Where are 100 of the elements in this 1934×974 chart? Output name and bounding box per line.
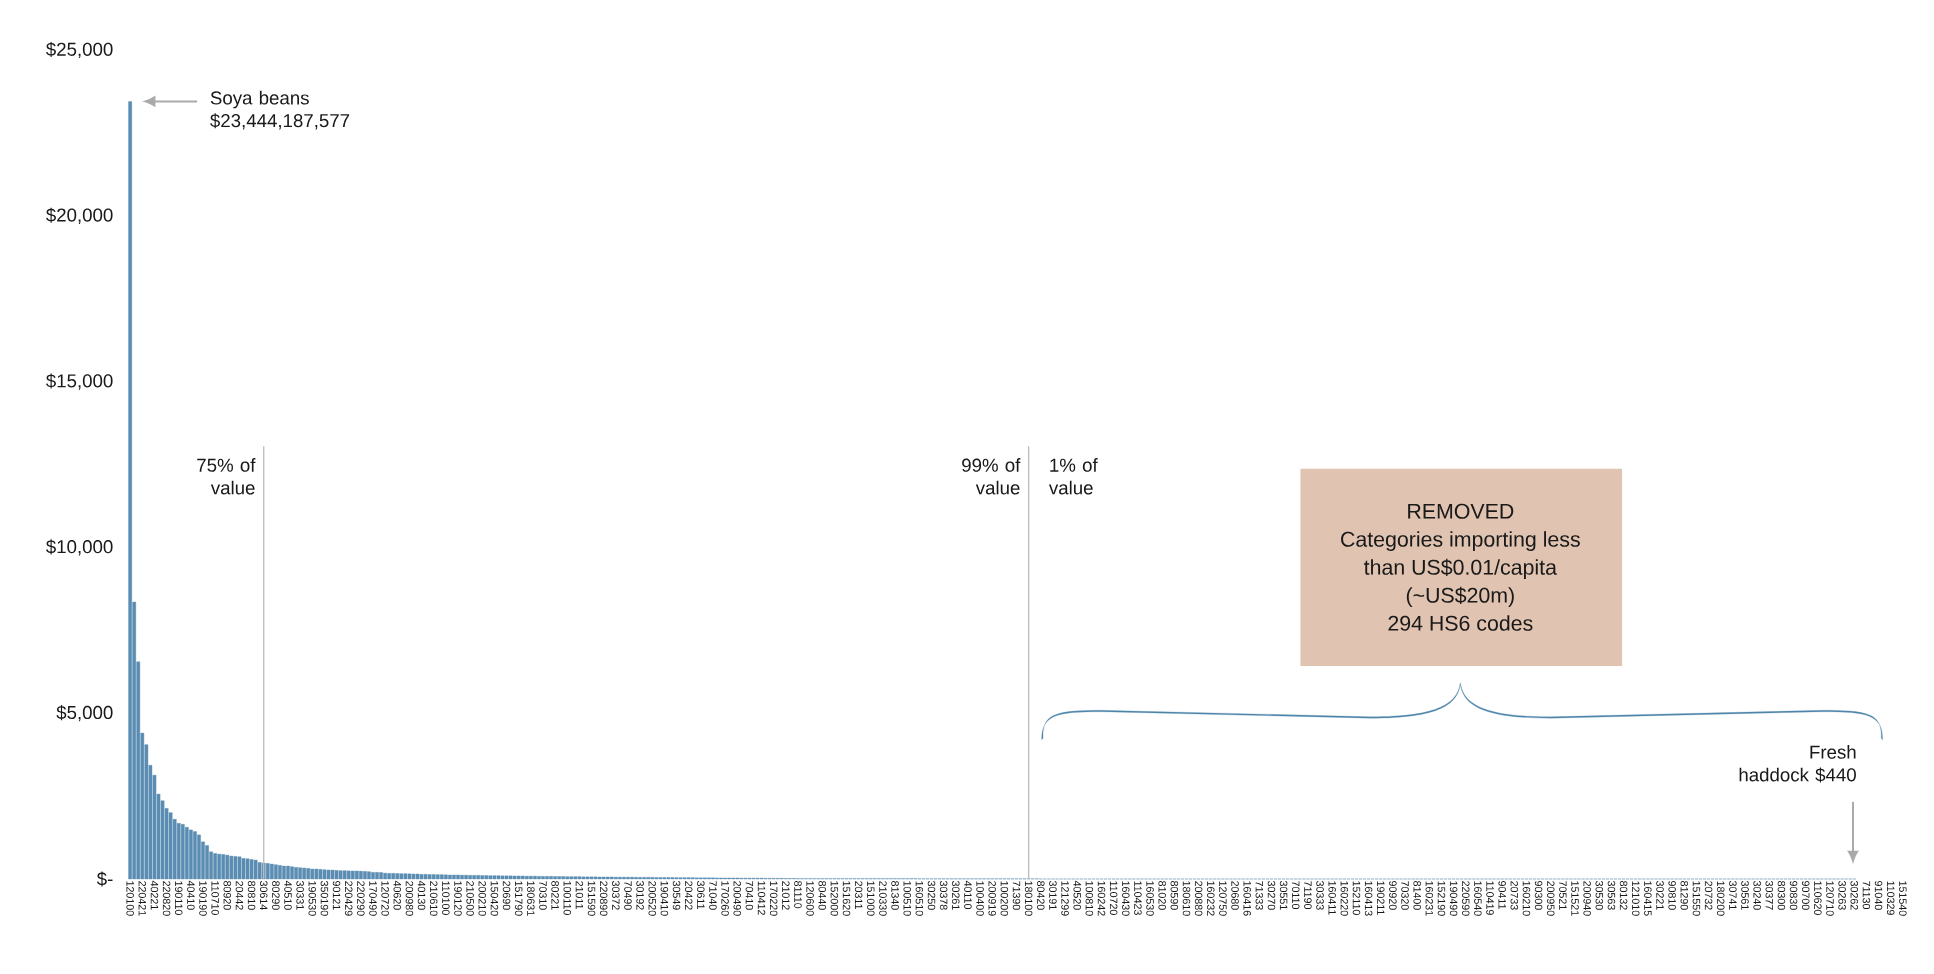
bar <box>537 876 541 880</box>
x-tick-label: 20422 <box>684 881 693 910</box>
bar <box>565 876 570 880</box>
x-tick-label: 110419 <box>1486 881 1494 915</box>
bar <box>504 875 509 880</box>
bar <box>545 876 549 880</box>
bar <box>476 875 481 880</box>
x-tick-label: 90121 <box>332 881 341 910</box>
bar <box>524 875 529 880</box>
y-tick-label: $10,000 <box>46 539 113 556</box>
bar <box>585 876 590 880</box>
x-tick-label: 30563 <box>1607 880 1616 910</box>
x-tick-label: 210330 <box>879 881 887 916</box>
x-tick-label: 30551 <box>1279 880 1288 910</box>
bar <box>577 876 582 880</box>
bar <box>516 875 521 880</box>
ref-line-label: 99% of value <box>962 458 1021 495</box>
x-tick-label: 160430 <box>1122 881 1130 916</box>
bar <box>448 874 452 880</box>
bar <box>294 867 298 880</box>
x-tick-label: 170220 <box>769 881 778 916</box>
bar <box>415 873 420 880</box>
bar <box>439 874 444 880</box>
x-tick-label: 30549 <box>672 880 681 910</box>
bar <box>379 872 383 880</box>
bar <box>403 873 408 880</box>
x-tick-label: 200940 <box>1583 881 1591 916</box>
x-tick-label: 160415 <box>1644 881 1652 916</box>
y-tick-label: $15,000 <box>46 373 113 390</box>
x-tick-label: 151590 <box>587 881 596 916</box>
x-tick-label: 160413 <box>1364 881 1373 916</box>
x-tick-label: 190190 <box>199 881 207 916</box>
bar <box>233 856 238 880</box>
x-tick-label: 81290 <box>1680 881 1689 910</box>
x-tick-label: 151000 <box>867 881 875 916</box>
bar <box>330 869 335 880</box>
bar <box>512 875 517 880</box>
x-tick-label: 220429 <box>344 881 353 916</box>
x-tick-label: 110720 <box>1109 881 1118 915</box>
x-tick-label: 151550 <box>1692 881 1701 916</box>
bar <box>573 876 578 880</box>
x-tick-label: 151620 <box>842 881 851 916</box>
x-tick-label: 21011 <box>575 881 584 909</box>
bar <box>419 874 424 880</box>
x-tick-label: 170260 <box>721 881 729 916</box>
annotation: 1% of value <box>1048 458 1098 495</box>
x-tick-label: 220820 <box>162 881 171 916</box>
x-tick-label: 90920 <box>1389 881 1397 910</box>
x-tick-label: 160416 <box>1243 881 1251 916</box>
annotation: Soya beans $23,444,187,577 <box>210 90 350 130</box>
bar <box>375 872 379 880</box>
x-tick-label: 120750 <box>1219 881 1227 916</box>
bar <box>205 845 209 880</box>
bar <box>257 862 262 880</box>
bar <box>435 874 440 880</box>
y-tick-label: $25,000 <box>46 41 113 59</box>
x-tick-label: 80300 <box>1777 881 1786 910</box>
x-tick-label: 40510 <box>284 880 292 910</box>
x-tick-label: 151540 <box>1899 881 1907 916</box>
x-tick-label: 160242 <box>1097 881 1106 916</box>
bar <box>472 875 476 880</box>
x-tick-label: 90300 <box>1534 881 1543 910</box>
x-tick-label: 20680 <box>1231 881 1239 910</box>
x-tick-label: 190110 <box>174 881 183 915</box>
annotation: 294 HS6 codes <box>1388 615 1533 631</box>
x-tick-label: 100400 <box>976 881 984 916</box>
x-tick-label: 40221 <box>150 880 159 910</box>
x-tick-label: 180100 <box>1024 881 1033 916</box>
bar <box>306 868 311 880</box>
bar <box>391 873 396 880</box>
bar <box>456 874 460 880</box>
x-tick-label: 70320 <box>1401 881 1409 910</box>
x-tick-label: 160232 <box>1206 881 1215 916</box>
x-tick-label: 200490 <box>733 881 742 916</box>
bar <box>229 855 234 880</box>
x-tick-label: 40130 <box>417 880 426 910</box>
bar <box>468 875 472 880</box>
x-tick-label: 80810 <box>247 881 256 910</box>
x-tick-label: 30240 <box>1753 880 1761 910</box>
bar <box>367 871 371 880</box>
bar <box>338 870 343 880</box>
y-tick-label: $5,000 <box>56 705 113 722</box>
bar <box>282 865 286 880</box>
x-tick-label: 20733 <box>1510 881 1519 910</box>
bar <box>334 870 339 880</box>
x-tick-label: 120710 <box>1826 881 1834 916</box>
x-tick-label: 120720 <box>381 881 389 916</box>
annotation: (~US$20m) <box>1406 586 1514 608</box>
x-tick-label: 70110 <box>1291 881 1300 910</box>
bar <box>569 876 574 880</box>
x-tick-label: 70310 <box>539 881 547 910</box>
x-tick-label: 110423 <box>1134 881 1142 915</box>
bar <box>168 812 173 880</box>
x-tick-label: 30530 <box>1595 880 1604 910</box>
bar <box>310 868 315 880</box>
bar <box>427 874 432 880</box>
bar <box>290 866 294 880</box>
x-tick-label: 220890 <box>599 881 608 916</box>
y-tick-label: $- <box>96 871 113 887</box>
x-tick-label: 30262 <box>1850 880 1859 910</box>
